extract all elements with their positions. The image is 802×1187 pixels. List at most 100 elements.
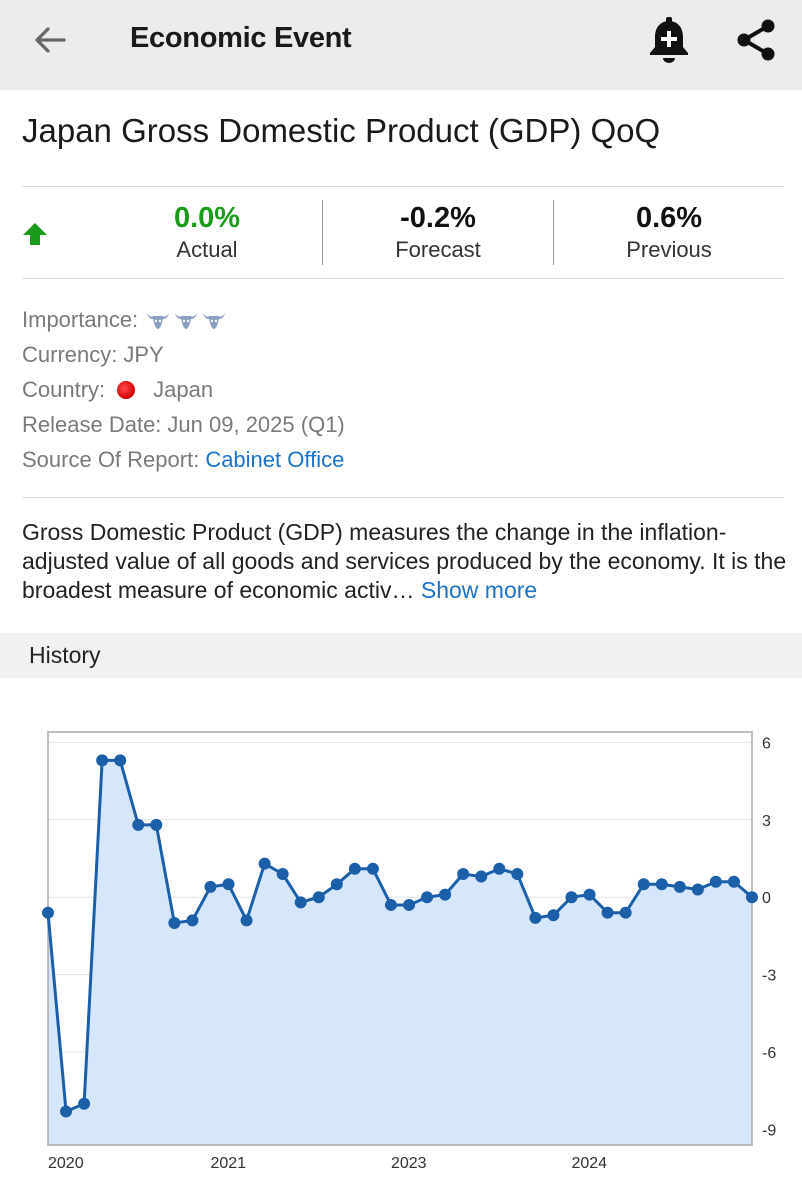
y-tick-label: -6 (762, 1045, 776, 1062)
data-point (601, 906, 614, 919)
y-tick-label: -9 (762, 1123, 776, 1140)
share-button[interactable] (734, 18, 778, 62)
data-point (186, 914, 199, 927)
country-label: Country: (22, 376, 106, 402)
area-fill (48, 760, 752, 1145)
x-tick-label: 2021 (210, 1155, 246, 1172)
data-point (132, 818, 145, 831)
back-button[interactable] (30, 22, 70, 58)
y-tick-label: -3 (762, 968, 776, 985)
previous-stat: 0.6% Previous (554, 201, 784, 265)
up-arrow-icon (23, 223, 47, 245)
japan-flag-icon (117, 380, 136, 399)
forecast-label: Forecast (395, 237, 481, 262)
stat-divider (553, 200, 554, 265)
data-point (294, 896, 307, 909)
data-point (746, 891, 758, 904)
app-bar: Economic Event (0, 0, 802, 90)
data-point (673, 880, 686, 893)
release-date-label: Release Date: (22, 411, 162, 437)
source-link[interactable]: Cabinet Office (205, 446, 345, 472)
y-tick-label: 6 (762, 735, 771, 752)
bull-icon (175, 312, 198, 329)
data-point (421, 891, 434, 904)
data-point (204, 880, 217, 893)
data-point (583, 888, 596, 901)
y-tick-label: 0 (762, 890, 771, 907)
data-point (258, 857, 271, 870)
divider (22, 278, 784, 279)
source-label: Source Of Report: (22, 446, 200, 472)
currency-label: Currency: (22, 341, 118, 367)
data-point (366, 862, 379, 875)
data-point (60, 1105, 73, 1118)
previous-label: Previous (626, 237, 712, 262)
app-bar-title: Economic Event (130, 22, 352, 54)
data-point (276, 867, 289, 880)
divider (22, 186, 784, 187)
actual-label: Actual (176, 237, 238, 262)
country-row: Country: Japan (22, 372, 345, 407)
data-point (727, 875, 740, 888)
data-point (565, 891, 578, 904)
data-point (312, 891, 325, 904)
data-point (348, 862, 361, 875)
data-point (529, 911, 542, 924)
data-point (691, 883, 704, 896)
importance-label: Importance: (22, 306, 139, 332)
plot-frame (47, 731, 753, 1146)
data-point (475, 870, 488, 883)
add-alert-button[interactable] (646, 16, 692, 66)
bull-icon (203, 312, 226, 329)
data-point (493, 862, 506, 875)
forecast-value: -0.2% (400, 202, 476, 234)
data-point (114, 754, 127, 767)
data-point (330, 878, 343, 891)
data-point (511, 867, 524, 880)
event-details: Importance: Currency: JPY Country: Japan… (22, 302, 345, 477)
actual-value: 0.0% (173, 202, 241, 234)
bell-plus-icon (650, 17, 688, 63)
history-section-header: History (0, 633, 802, 678)
forecast-stat: -0.2% Forecast (323, 201, 553, 265)
event-title: Japan Gross Domestic Product (GDP) QoQ (22, 112, 661, 149)
history-label: History (29, 642, 101, 668)
history-chart[interactable]: 6 3 0 -3 -6 -9 2020 2021 2023 2024 (0, 690, 802, 1187)
divider (22, 497, 784, 498)
data-point (457, 867, 470, 880)
source-row: Source Of Report: Cabinet Office (22, 442, 345, 477)
y-tick-label: 3 (762, 813, 771, 830)
bull-icon (147, 312, 170, 329)
data-point (655, 878, 668, 891)
data-point (168, 917, 181, 930)
actual-stat: 0.0% Actual (92, 201, 322, 265)
data-point (150, 818, 163, 831)
event-description: Gross Domestic Product (GDP) measures th… (22, 518, 792, 605)
show-more-link[interactable]: Show more (420, 577, 538, 603)
importance-rating (146, 310, 226, 330)
data-point (709, 875, 722, 888)
share-icon (737, 19, 775, 61)
data-point (96, 754, 109, 767)
stat-divider (322, 200, 323, 265)
currency-value: JPY (123, 341, 164, 367)
data-point (78, 1097, 91, 1110)
x-tick-label: 2023 (391, 1155, 427, 1172)
release-date-value: Jun 09, 2025 (Q1) (167, 411, 345, 437)
previous-value: 0.6% (635, 202, 703, 234)
data-point (619, 906, 632, 919)
currency-row: Currency: JPY (22, 337, 345, 372)
country-value: Japan (153, 376, 214, 402)
release-date-row: Release Date: Jun 09, 2025 (Q1) (22, 407, 345, 442)
data-point (403, 898, 416, 911)
event-stats: 0.0% Actual -0.2% Forecast 0.6% Previous (22, 187, 784, 278)
data-point (240, 914, 253, 927)
data-point (439, 888, 452, 901)
data-point (384, 898, 397, 911)
description-text: Gross Domestic Product (GDP) measures th… (22, 519, 787, 603)
arrow-left-icon (35, 27, 66, 53)
data-point (42, 906, 54, 919)
data-point (637, 878, 650, 891)
x-tick-label: 2024 (571, 1155, 607, 1172)
importance-row: Importance: (22, 302, 345, 337)
